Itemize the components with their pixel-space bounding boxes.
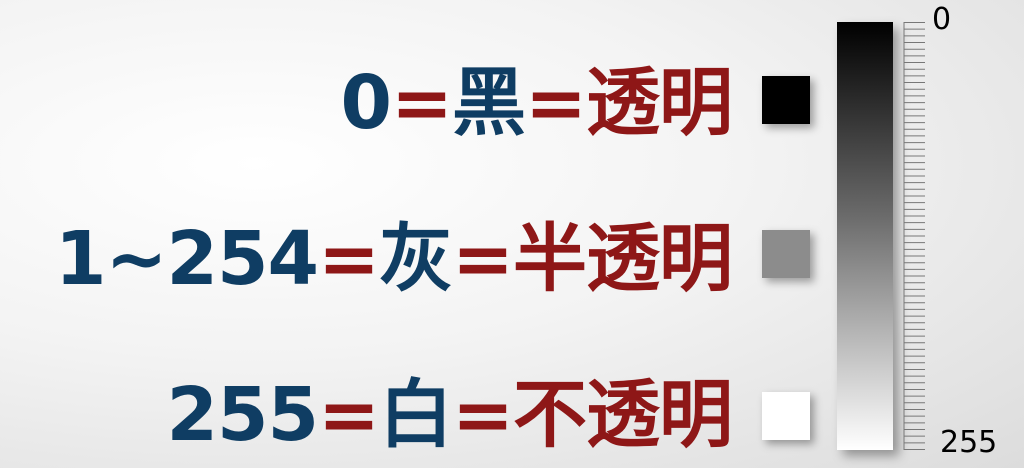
grayscale-gradient-bar [837,22,893,450]
equals-sign: = [317,216,380,302]
scale-min-label: 0 [932,2,952,37]
equals-sign: = [317,372,380,458]
equals-sign: = [524,60,587,146]
scale-ruler [903,22,925,450]
equals-sign: = [451,216,514,302]
color-name: 灰 [378,216,453,302]
row-white: 255=白=不透明 [167,378,734,452]
transparency-result: 半透明 [513,216,733,302]
color-name: 黑 [451,60,526,146]
value-number: 255 [166,372,319,458]
transparency-result: 不透明 [513,372,733,458]
scale-max-label: 255 [940,425,998,460]
color-name: 白 [378,372,453,458]
row-gray: 1~254=灰=半透明 [55,222,733,296]
equals-sign: = [390,60,453,146]
equals-sign: = [451,372,514,458]
black-swatch [762,76,810,124]
transparency-result: 透明 [586,60,733,146]
gray-swatch [762,230,810,278]
value-number: 0 [340,60,391,146]
white-swatch [762,392,810,440]
row-black: 0=黑=透明 [340,66,733,140]
value-number: 1~254 [55,216,319,302]
